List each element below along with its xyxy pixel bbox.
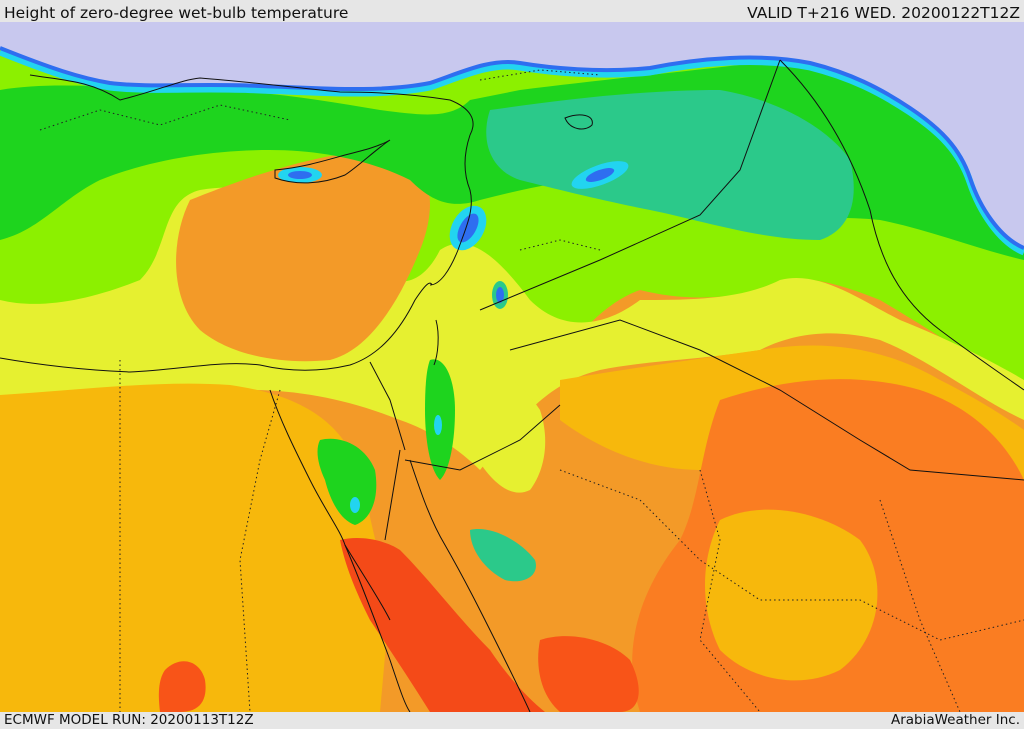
blue-fringe-north: [0, 46, 1024, 250]
cyprus-outline: [274, 139, 391, 184]
green-patch-hejaz-south: [470, 529, 536, 582]
header-bar: Height of zero-degree wet-bulb temperatu…: [0, 0, 1024, 22]
orange-zone-egypt: [176, 150, 430, 362]
amber-patch-arabia: [705, 509, 878, 681]
coastlines: [0, 74, 593, 712]
border-jordan-iraq: [509, 319, 1024, 481]
amber-zone-west: [0, 383, 390, 712]
egypt-coast: [0, 282, 433, 373]
cyan-spot-hejaz: [434, 415, 442, 435]
lake-van: [564, 114, 593, 130]
sinai-west-coast: [269, 389, 391, 621]
dotted-borders: [39, 69, 1024, 712]
snow-zone-north: [0, 22, 1024, 250]
weather-map[interactable]: [0, 22, 1024, 712]
cold-blob-syria-core: [585, 168, 615, 182]
credit-label: ArabiaWeather Inc.: [890, 712, 1020, 728]
footer-bar: ECMWF MODEL RUN: 20200113T12Z ArabiaWeat…: [0, 712, 1024, 729]
red-orange-patch-sw: [158, 661, 206, 712]
levant-coast: [429, 134, 472, 286]
map-title: Height of zero-degree wet-bulb temperatu…: [4, 4, 349, 22]
red-sea-west-coast: [344, 544, 411, 712]
border-syria-iraq: [479, 59, 781, 311]
border-jordan-saudi: [404, 404, 561, 471]
yellow-patch-arabia: [458, 367, 546, 493]
valid-time-label: VALID T+216 WED. 20200122T12Z: [747, 4, 1020, 22]
teal-zone-levant: [486, 90, 854, 240]
north-coast-turkey: [29, 74, 474, 136]
map-canvas: [0, 22, 1024, 712]
red-sea: [340, 538, 545, 712]
cyan-spot-sinai: [350, 497, 360, 513]
border-sinai-israel: [369, 361, 406, 451]
cold-blob-lebanon-core: [457, 213, 479, 243]
red-orange-patch-south: [538, 636, 639, 712]
red-sea-east-coast: [409, 459, 531, 712]
green-patch-sinai: [317, 438, 377, 525]
model-run-label: ECMWF MODEL RUN: 20200113T12Z: [4, 712, 254, 728]
sinai-east-coast: [384, 449, 401, 541]
dead-sea: [433, 319, 439, 366]
cold-blob-cyprus-core: [288, 171, 312, 179]
border-iraq-iran: [779, 59, 1024, 391]
cold-blob-jordan-core: [496, 287, 504, 303]
borders: [369, 59, 1024, 481]
